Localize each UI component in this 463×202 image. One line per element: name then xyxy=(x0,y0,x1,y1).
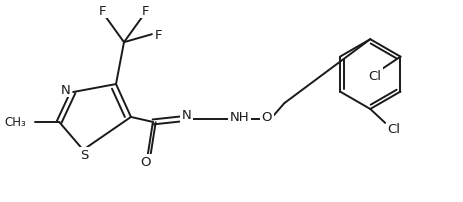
Text: N: N xyxy=(60,83,70,96)
Text: Cl: Cl xyxy=(367,70,380,83)
Text: Cl: Cl xyxy=(387,123,400,136)
Text: O: O xyxy=(261,111,271,124)
Text: S: S xyxy=(80,149,88,162)
Text: NH: NH xyxy=(229,111,249,124)
Text: F: F xyxy=(98,5,106,18)
Text: O: O xyxy=(140,156,151,168)
Text: F: F xyxy=(155,28,163,41)
Text: N: N xyxy=(181,109,191,122)
Text: CH₃: CH₃ xyxy=(5,116,26,129)
Text: F: F xyxy=(142,5,150,18)
